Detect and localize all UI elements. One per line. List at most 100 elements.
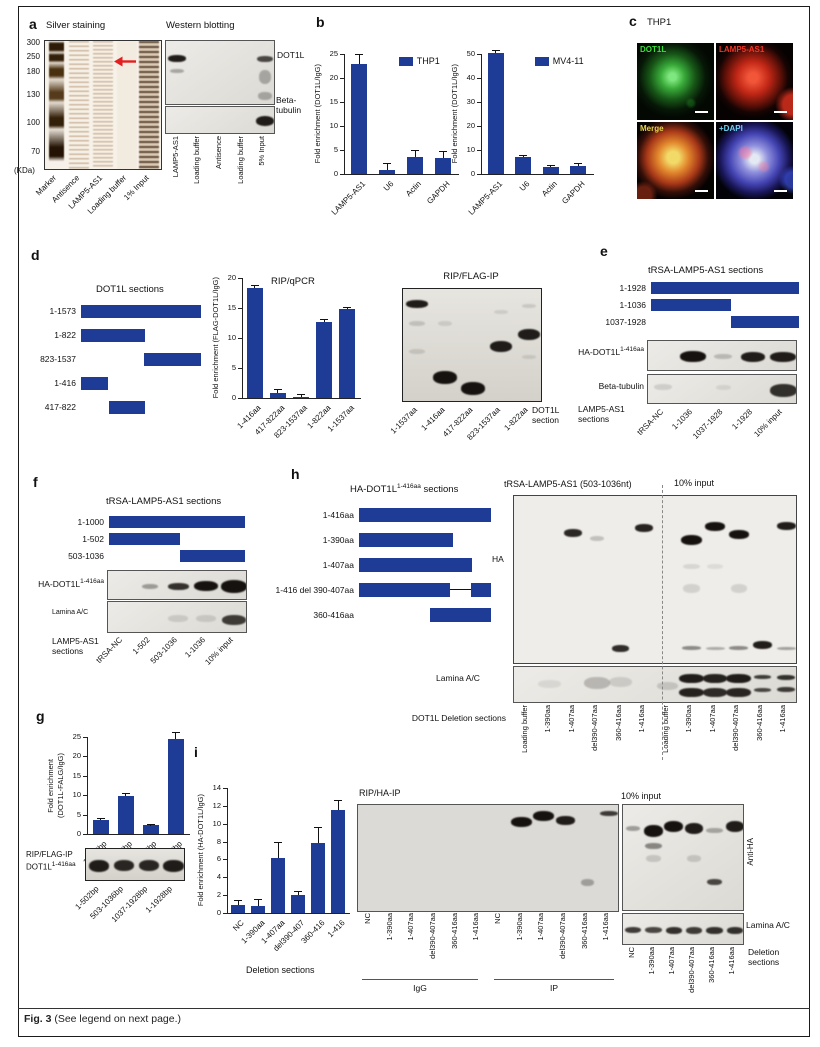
axis-tick <box>223 877 228 879</box>
blot-band <box>777 686 796 692</box>
blot-ha-h <box>513 495 797 664</box>
fluorescence-grid: DOT1L LAMP5-AS1 Merge +DAPI <box>637 43 793 199</box>
blot-band <box>646 855 661 862</box>
bar <box>92 820 109 834</box>
blot-band <box>705 521 726 531</box>
error-bar <box>277 843 279 858</box>
ha-dot1l-sections-diagram: 1-416aa 1-390aa 1-407aa 1-416 del 390-407aa… <box>248 502 491 627</box>
row-label-lamina-f: Lamina A/C <box>52 609 89 616</box>
axis-tick <box>238 368 243 369</box>
blot-band <box>635 524 654 533</box>
y-tick-label: 15 <box>227 303 236 312</box>
legend-label: THP1 <box>416 56 440 66</box>
construct-track <box>81 376 201 390</box>
blot-band <box>258 69 272 84</box>
error-bar-cap <box>294 891 302 893</box>
blot-band <box>679 673 704 683</box>
western-blotting-title: Western blotting <box>166 20 235 31</box>
y-tick-label: 20 <box>227 273 236 282</box>
axis-tick <box>223 823 228 825</box>
lane-labels-e: tRSA-NC 1-1036 1037-1928 1-1928 10% input <box>635 406 795 461</box>
construct-label: 1-416 del 390-407aa <box>275 584 354 595</box>
error-bar <box>346 308 348 310</box>
y-tick-label: 25 <box>329 49 338 58</box>
caption-text: (See legend on next page.) <box>51 1013 182 1025</box>
y-tick-label: 20 <box>72 751 81 761</box>
error-bar <box>175 732 176 739</box>
blot-band <box>626 826 641 832</box>
blot-band <box>138 860 159 871</box>
lamp5-sections-diagram-f: 1-1000 1-502 503-1036 <box>54 513 245 564</box>
bar-chart-i: 0 2 4 6 8 10 12 14 NC 1-390aa 1-407aa del390-407 360… <box>196 783 350 975</box>
construct-bar <box>359 582 451 597</box>
lane-label: del390-407aa <box>731 705 741 751</box>
construct-row: 1037-1928 <box>596 313 799 330</box>
y-tick-label: 50 <box>466 49 475 58</box>
blot-beta-tubulin-e <box>647 374 797 404</box>
scale-bar <box>695 110 708 113</box>
construct-bar <box>430 607 491 622</box>
y-axis-label: Fold enrichment (DOT1L/IgG) <box>313 54 323 174</box>
y-axis <box>87 737 88 834</box>
igg-group-line <box>362 979 478 980</box>
row-label-ha-dot1l-e: HA-DOT1L1-416aa <box>550 346 644 357</box>
lane-label: 5% Input <box>257 136 267 166</box>
dot1l-section-caption: DOT1L section <box>532 405 560 426</box>
image-label-lamp5-as1: LAMP5-AS1 <box>719 45 765 54</box>
legend-swatch <box>534 56 549 66</box>
error-bar-cap <box>250 285 259 287</box>
lane-caption-i: Deletion sections <box>748 947 780 968</box>
title-rest: sections <box>420 484 459 496</box>
axis-tick <box>340 126 345 127</box>
chart-title: RIP/qPCR <box>271 276 315 287</box>
construct-label: 1-502 <box>82 533 104 544</box>
scale-bar <box>774 110 787 113</box>
blot-input-i <box>622 804 744 911</box>
fluorescence-image-merge: Merge <box>637 122 714 199</box>
bar <box>231 904 245 913</box>
blot-band <box>194 581 218 591</box>
error-bar <box>550 165 552 167</box>
x-axis <box>226 913 350 914</box>
kda-tick: 100 <box>26 118 40 127</box>
axis-tick <box>238 398 243 399</box>
blot-band <box>612 644 629 652</box>
construct-row: 1-1928 <box>596 279 799 296</box>
blot-band <box>657 681 679 690</box>
error-bar-cap <box>320 319 329 321</box>
y-axis-label: Fold enrichment (HA-DOT1L/IgG) <box>196 788 206 913</box>
construct-label: 1-416aa <box>322 509 354 520</box>
lane-label: 1-390aa <box>684 705 694 733</box>
blot-band <box>665 926 682 934</box>
gel-lane-loading-buffer <box>117 41 137 169</box>
blot-band <box>726 926 743 934</box>
rip-flag-lane-labels: 1-1537aa 1-416aa 417-822aa 823-1537aa 1-822a… <box>389 404 540 459</box>
blot-band <box>683 584 700 594</box>
input-title-h: 10% input <box>674 478 715 488</box>
construct-row: 1-1573 <box>26 299 201 323</box>
blot-band <box>703 687 727 697</box>
blot-band <box>729 646 749 651</box>
rip-flag-ip-label-g: RIP/FLAG-IP <box>26 850 73 859</box>
error-bar-cap <box>439 151 447 153</box>
lane-label: Loading buffer <box>192 136 202 184</box>
blot-band <box>707 879 722 886</box>
axis-tick <box>238 338 243 339</box>
error-bar <box>414 150 416 158</box>
title-base: HA-DOT1L <box>350 484 397 496</box>
lane-labels-input: NC 1-390aa 1-407aa del390-407aa 360-416aa 1-4… <box>622 947 742 1007</box>
construct-track <box>651 281 799 294</box>
y-tick-label: 20 <box>466 121 475 130</box>
lane-label: del390-407aa <box>427 913 437 959</box>
lane-label: Antisence <box>214 136 223 169</box>
blot-band <box>754 687 771 692</box>
scale-bar <box>774 189 787 192</box>
error-bar-cap <box>334 799 342 801</box>
y-tick-label: 40 <box>466 73 475 82</box>
y-axis-label: Fold enrichment (FLAG-DOT1L/IgG) <box>211 277 221 398</box>
scale-bar <box>695 189 708 192</box>
y-tick-label: 10 <box>466 145 475 154</box>
construct-label: 360-416aa <box>313 609 354 620</box>
error-bar <box>495 50 497 53</box>
construct-track <box>81 328 201 342</box>
